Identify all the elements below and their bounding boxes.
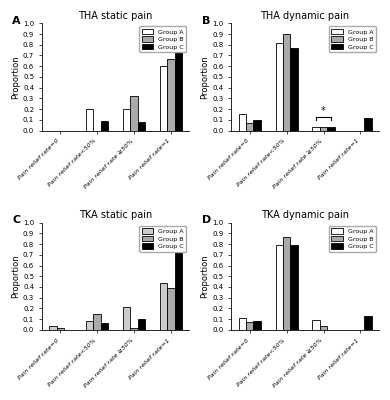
Y-axis label: Proportion: Proportion [11, 55, 20, 99]
Bar [312, 127, 320, 130]
Bar [312, 320, 320, 330]
Text: C: C [12, 215, 20, 225]
Bar [86, 109, 94, 130]
Bar [101, 324, 108, 330]
Bar [320, 127, 327, 130]
Bar [364, 118, 372, 130]
Title: THA dynamic pain: THA dynamic pain [261, 11, 349, 21]
Bar [283, 34, 290, 130]
Bar [130, 328, 138, 330]
Bar [49, 326, 57, 330]
Bar [101, 121, 108, 130]
Bar [239, 114, 246, 130]
Bar [123, 307, 130, 330]
Bar [254, 120, 261, 130]
Title: THA static pain: THA static pain [78, 11, 153, 21]
Text: D: D [202, 215, 211, 225]
Bar [290, 48, 298, 130]
Bar [123, 109, 130, 130]
Legend: Group A, Group B, Group C: Group A, Group B, Group C [329, 26, 376, 52]
Bar [160, 283, 167, 330]
Bar [254, 321, 261, 330]
Legend: Group A, Group B, Group C: Group A, Group B, Group C [329, 226, 376, 252]
Legend: Group A, Group B, Group C: Group A, Group B, Group C [140, 226, 186, 252]
Bar [57, 328, 64, 330]
Bar [275, 245, 283, 330]
Bar [94, 314, 101, 330]
Title: TKA dynamic pain: TKA dynamic pain [261, 210, 349, 220]
Y-axis label: Proportion: Proportion [11, 254, 20, 298]
Bar [283, 236, 290, 330]
Bar [246, 322, 254, 330]
Bar [138, 122, 145, 130]
Bar [86, 321, 94, 330]
Bar [175, 241, 182, 330]
Bar [364, 316, 372, 330]
Bar [239, 318, 246, 330]
Bar [290, 245, 298, 330]
Bar [327, 127, 335, 130]
Bar [160, 66, 167, 130]
Bar [246, 123, 254, 130]
Title: TKA static pain: TKA static pain [79, 210, 152, 220]
Legend: Group A, Group B, Group C: Group A, Group B, Group C [140, 26, 186, 52]
Bar [320, 326, 327, 330]
Bar [130, 96, 138, 130]
Bar [138, 319, 145, 330]
Text: *: * [321, 106, 326, 116]
Text: B: B [202, 16, 210, 26]
Bar [175, 42, 182, 130]
Y-axis label: Proportion: Proportion [200, 254, 209, 298]
Bar [167, 288, 175, 330]
Text: A: A [12, 16, 21, 26]
Y-axis label: Proportion: Proportion [200, 55, 209, 99]
Bar [167, 59, 175, 130]
Bar [275, 42, 283, 130]
